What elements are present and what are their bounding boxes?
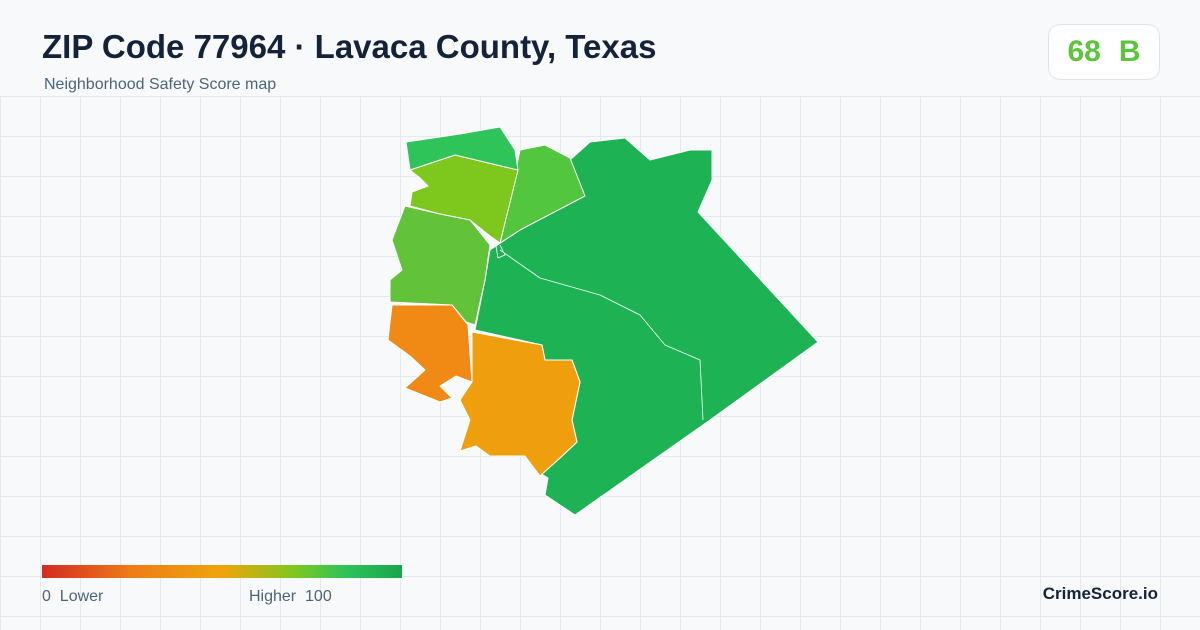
region: [459, 331, 581, 477]
legend-max-value: 100: [305, 588, 332, 605]
score-value: 68: [1067, 35, 1101, 68]
subtitle: Neighborhood Safety Score map: [44, 76, 277, 93]
legend-min-label: Lower: [59, 588, 104, 605]
legend-color-bar: [42, 565, 402, 578]
region-boundary: [494, 239, 506, 259]
region: [405, 126, 519, 171]
title: ZIP Code 77964 · Lavaca County, Texas: [42, 28, 657, 65]
legend-max-label: Higher: [249, 588, 297, 605]
region: [387, 304, 473, 403]
legend-min-value: 0: [42, 588, 51, 605]
region-boundary: [499, 249, 704, 421]
legend-min: 0 Lower: [42, 588, 103, 606]
score-grade: B: [1118, 35, 1141, 68]
brand: CrimeScore.io: [1042, 584, 1158, 603]
score-badge: 68 B: [1048, 24, 1160, 80]
legend-max: Higher 100: [249, 588, 332, 606]
